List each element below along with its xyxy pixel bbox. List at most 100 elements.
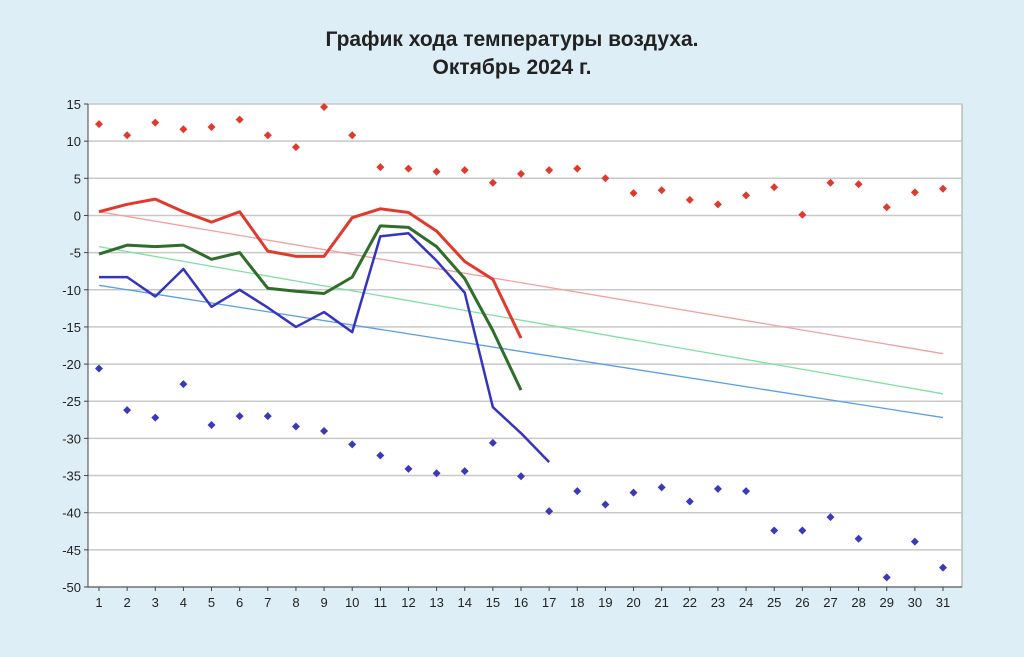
series-point-0 xyxy=(939,184,947,193)
series-line-5 xyxy=(98,197,523,339)
plot-area xyxy=(87,103,963,588)
series-point-0 xyxy=(798,210,807,219)
series-point-0 xyxy=(685,195,694,204)
x-tick-label: 9 xyxy=(320,595,327,610)
y-tick-label: -10 xyxy=(62,283,81,298)
x-tick-label: 27 xyxy=(823,595,837,610)
series-point-1 xyxy=(517,472,525,481)
series-point-1 xyxy=(263,412,272,421)
series-point-1 xyxy=(770,526,779,535)
series-point-1 xyxy=(348,440,357,449)
y-tick-label: -30 xyxy=(62,431,81,446)
series-point-1 xyxy=(742,487,751,496)
x-tick-label: 30 xyxy=(908,595,922,610)
series-point-0 xyxy=(432,167,441,176)
series-point-0 xyxy=(488,178,497,187)
series-point-0 xyxy=(291,143,300,152)
series-point-1 xyxy=(629,488,638,497)
series-point-1 xyxy=(573,487,582,496)
x-tick-label: 6 xyxy=(236,595,243,610)
y-tick-label: 10 xyxy=(67,134,81,149)
x-tick-label: 16 xyxy=(514,595,528,610)
series-point-1 xyxy=(207,421,216,430)
series-point-0 xyxy=(882,203,891,212)
series-point-1 xyxy=(826,513,835,522)
y-tick-label: -35 xyxy=(62,469,81,484)
series-point-0 xyxy=(320,102,329,111)
series-line-2 xyxy=(98,211,944,355)
x-tick-label: 14 xyxy=(457,595,471,610)
series-line-7 xyxy=(99,232,551,464)
series-point-0 xyxy=(573,164,582,173)
x-tick-label: 28 xyxy=(851,595,865,610)
x-tick-label: 12 xyxy=(401,595,415,610)
series-point-0 xyxy=(629,189,638,198)
series-point-0 xyxy=(854,180,863,189)
y-tick-label: -20 xyxy=(62,357,81,372)
series-point-1 xyxy=(179,380,188,389)
x-tick-label: 23 xyxy=(711,595,725,610)
series-point-0 xyxy=(404,164,413,173)
series-point-0 xyxy=(713,200,722,209)
x-tick-label: 29 xyxy=(879,595,893,610)
series-point-1 xyxy=(545,507,554,516)
y-tick-label: -25 xyxy=(62,394,81,409)
series-point-1 xyxy=(151,413,160,422)
y-tick-label: -5 xyxy=(69,246,81,261)
series-point-1 xyxy=(488,438,497,447)
chart-title-line-2: Октябрь 2024 г. xyxy=(432,56,592,79)
series-point-0 xyxy=(207,123,216,132)
series-point-0 xyxy=(348,131,357,140)
series-point-1 xyxy=(657,483,666,492)
series-point-1 xyxy=(882,573,891,582)
series-point-0 xyxy=(151,118,160,127)
series-point-1 xyxy=(854,534,863,543)
chart-title-line-1: График хода температуры воздуха. xyxy=(325,28,699,51)
series-point-0 xyxy=(545,166,554,175)
series-point-1 xyxy=(432,469,441,478)
series-point-0 xyxy=(123,131,132,140)
y-tick-label: -50 xyxy=(62,580,81,595)
series-point-1 xyxy=(713,484,722,493)
series-line-6 xyxy=(98,224,523,391)
x-tick-label: 19 xyxy=(598,595,612,610)
x-tick-label: 11 xyxy=(374,595,388,610)
series-point-1 xyxy=(685,497,694,506)
series-point-0 xyxy=(742,191,751,200)
y-tick-label: 5 xyxy=(74,171,81,186)
series-point-1 xyxy=(320,426,329,435)
series-point-0 xyxy=(235,115,244,124)
x-tick-label: 21 xyxy=(654,595,668,610)
x-tick-label: 15 xyxy=(486,595,500,610)
x-tick-label: 7 xyxy=(264,595,271,610)
series-point-1 xyxy=(798,526,807,535)
x-tick-label: 25 xyxy=(767,595,781,610)
series-point-0 xyxy=(263,131,272,140)
series-point-1 xyxy=(235,412,244,421)
x-tick-label: 1 xyxy=(95,595,102,610)
y-tick-label: -45 xyxy=(62,543,81,558)
series-point-0 xyxy=(770,183,779,192)
x-tick-label: 22 xyxy=(683,595,697,610)
series-point-1 xyxy=(939,563,947,572)
x-tick-label: 3 xyxy=(152,595,159,610)
x-tick-label: 18 xyxy=(570,595,584,610)
y-tick-label: 0 xyxy=(74,208,81,223)
series-point-1 xyxy=(601,500,610,509)
x-tick-label: 24 xyxy=(739,595,753,610)
series-point-1 xyxy=(95,364,103,373)
y-tick-label: -40 xyxy=(62,506,81,521)
series-point-1 xyxy=(291,422,300,431)
series-point-0 xyxy=(460,166,469,175)
series-point-0 xyxy=(376,163,385,172)
series-point-1 xyxy=(404,464,413,473)
x-tick-label: 31 xyxy=(936,595,950,610)
y-tick-label: 15 xyxy=(67,97,81,112)
series-point-0 xyxy=(657,186,666,195)
series-point-0 xyxy=(826,178,835,187)
series-line-3 xyxy=(98,246,944,395)
x-tick-label: 4 xyxy=(180,595,187,610)
series-point-1 xyxy=(376,451,385,460)
x-tick-label: 5 xyxy=(208,595,215,610)
